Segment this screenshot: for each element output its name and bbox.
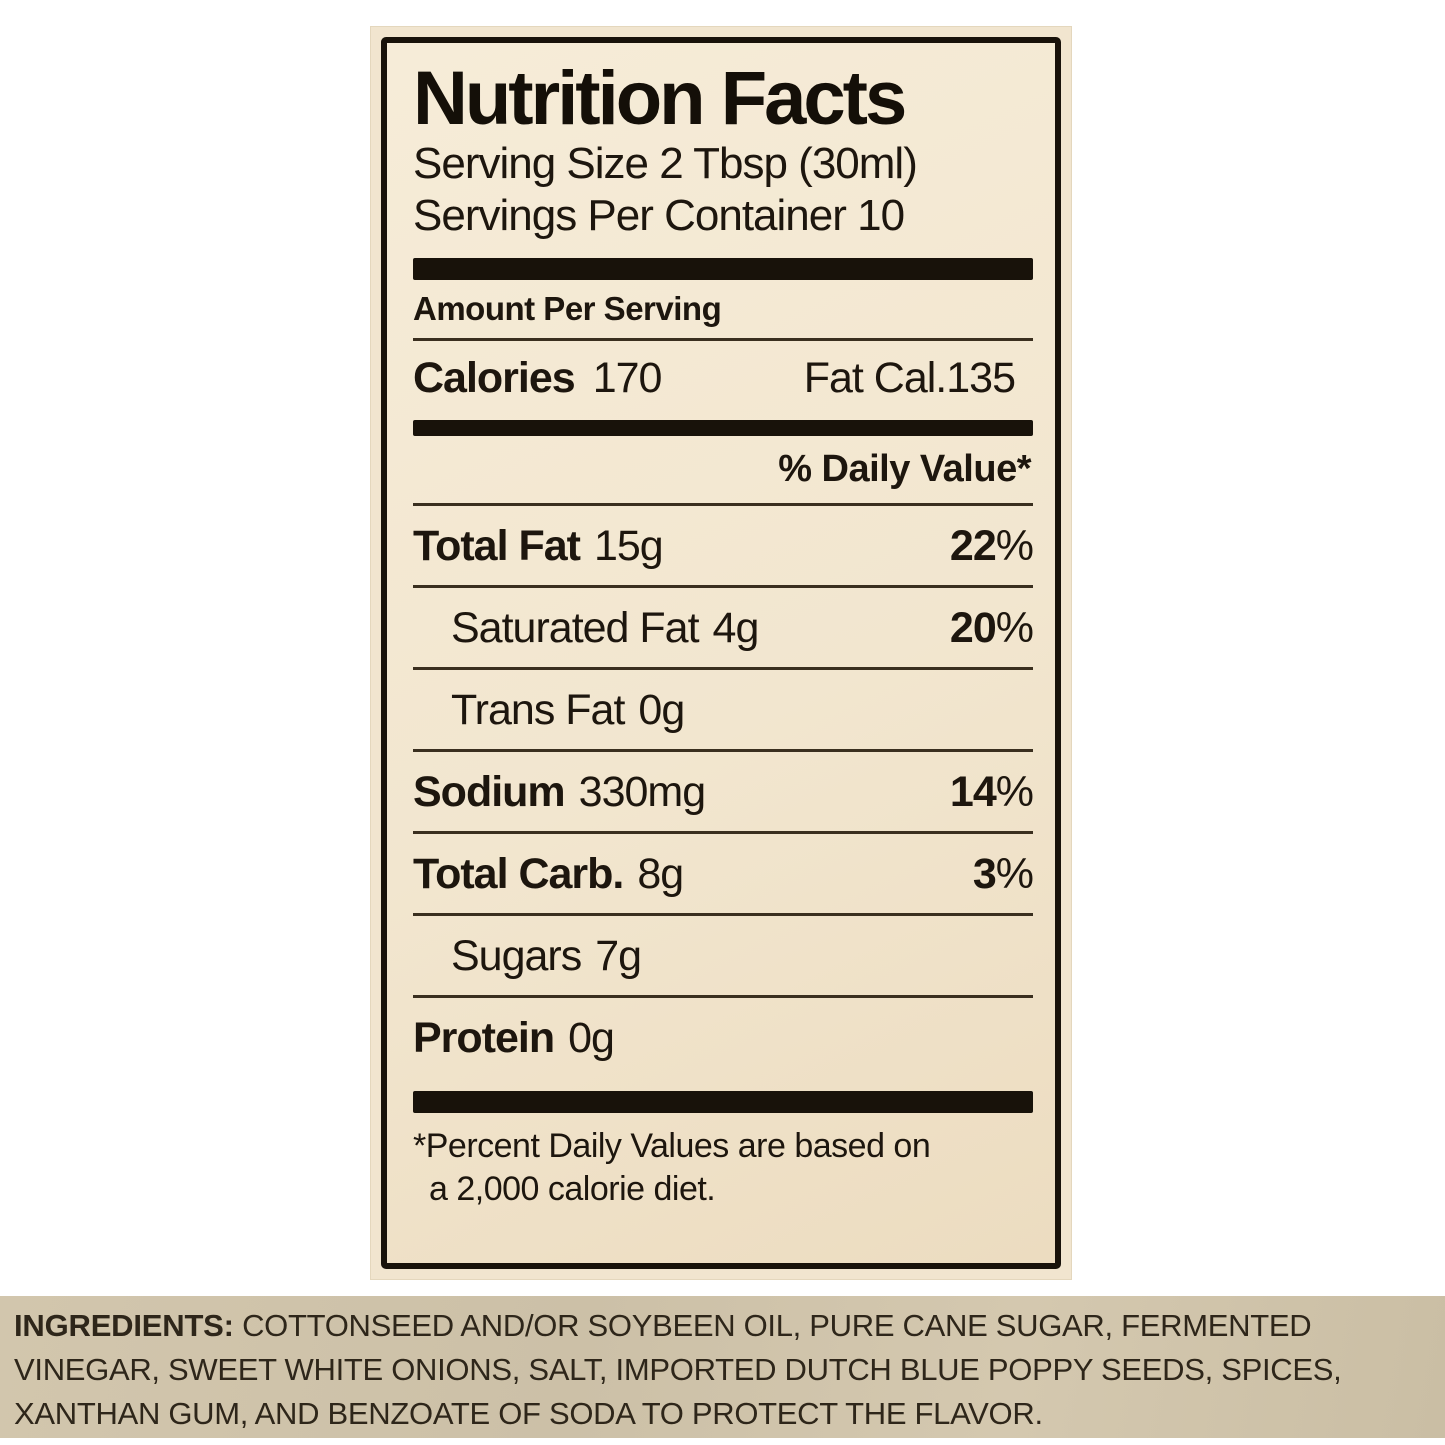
nutrient-name: Trans Fat xyxy=(451,685,625,734)
servings-per-container-line: Servings Per Container 10 xyxy=(413,190,905,240)
nutrient-name: Saturated Fat xyxy=(451,603,700,652)
percent-sign: % xyxy=(995,603,1034,652)
nutrient-row-trans-fat: Trans Fat 0g xyxy=(413,670,1033,749)
percent-sign: % xyxy=(995,767,1034,816)
nutrient-row-sugars: Sugars 7g xyxy=(413,916,1033,995)
thick-divider-bottom xyxy=(413,1090,1033,1113)
daily-value-number: 14 xyxy=(949,767,997,816)
footnote-line-2: a 2,000 calorie diet. xyxy=(429,1169,716,1208)
nutrient-name: Protein xyxy=(413,1013,555,1062)
daily-value: 3% xyxy=(972,849,1034,899)
nutrient-row-sodium: Sodium 330mg 14% xyxy=(413,752,1034,831)
hairline-divider xyxy=(413,502,1033,506)
hairline-divider xyxy=(413,748,1033,752)
percent-sign: % xyxy=(995,849,1034,898)
calories-row: Calories 170 Fat Cal.135 xyxy=(413,341,1033,416)
hairline-divider xyxy=(413,912,1033,916)
ingredients-line-1: INGREDIENTS: COTTONSEED AND/OR SOYBEEN O… xyxy=(14,1304,1445,1348)
nutrient-name: Total Carb. xyxy=(413,849,624,898)
ingredients-line-3: XANTHAN GUM, AND BENZOATE OF SODA TO PRO… xyxy=(14,1396,1043,1431)
daily-value: 20% xyxy=(949,603,1034,653)
nutrient-row-total-carb: Total Carb. 8g 3% xyxy=(413,834,1034,913)
nutrient-amount: 4g xyxy=(712,603,760,652)
amount-per-serving-heading: Amount Per Serving xyxy=(413,289,722,327)
nutrient-amount: 0g xyxy=(638,685,685,734)
ingredients-prefix: INGREDIENTS: xyxy=(14,1308,234,1343)
hairline-divider xyxy=(413,830,1033,834)
nutrient-name: Total Fat xyxy=(413,521,581,570)
nutrient-amount: 8g xyxy=(637,849,684,898)
daily-value-header: % Daily Value* xyxy=(778,447,1031,490)
nutrition-facts-title: Nutrition Facts xyxy=(413,56,907,141)
hairline-divider xyxy=(413,666,1033,670)
nutrition-label: Nutrition Facts Serving Size 2 Tbsp (30m… xyxy=(370,26,1072,1280)
daily-value-footnote: *Percent Daily Values are based on a 2,0… xyxy=(413,1125,1033,1211)
nutrient-amount: 15g xyxy=(593,521,664,570)
nutrient-amount: 0g xyxy=(568,1013,615,1062)
fat-calories-value: Fat Cal.135 xyxy=(803,353,1016,402)
nutrient-row-saturated-fat: Saturated Fat 4g 20% xyxy=(413,588,1034,667)
hairline-divider xyxy=(413,994,1033,998)
thick-divider-top xyxy=(413,257,1033,280)
nutrient-amount: 7g xyxy=(595,931,642,980)
ingredients-strip: INGREDIENTS: COTTONSEED AND/OR SOYBEEN O… xyxy=(0,1296,1445,1438)
serving-size-line: Serving Size 2 Tbsp (30ml) xyxy=(413,139,918,189)
nutrition-label-border-box: Nutrition Facts Serving Size 2 Tbsp (30m… xyxy=(381,37,1061,1269)
daily-value-number: 3 xyxy=(972,849,997,898)
hairline-divider xyxy=(413,337,1033,341)
nutrient-name: Sodium xyxy=(413,767,566,816)
thick-divider-mid xyxy=(413,419,1033,436)
footnote-line-1: *Percent Daily Values are based on xyxy=(413,1126,931,1165)
percent-sign: % xyxy=(995,521,1034,570)
calories-value: 170 xyxy=(592,353,663,402)
nutrient-name: Sugars xyxy=(451,931,582,980)
daily-value: 14% xyxy=(949,767,1034,817)
ingredients-line-2: VINEGAR, SWEET WHITE ONIONS, SALT, IMPOR… xyxy=(14,1352,1342,1387)
nutrient-amount: 330mg xyxy=(578,767,706,816)
nutrient-row-protein: Protein 0g xyxy=(413,998,1033,1077)
ingredients-line-1-text: COTTONSEED AND/OR SOYBEEN OIL, PURE CANE… xyxy=(233,1308,1312,1343)
daily-value-number: 22 xyxy=(949,521,997,570)
daily-value: 22% xyxy=(949,521,1034,571)
calories-label: Calories xyxy=(413,353,576,402)
nutrient-row-total-fat: Total Fat 15g 22% xyxy=(413,506,1034,585)
daily-value-number: 20 xyxy=(949,603,997,652)
calories-left: Calories 170 xyxy=(413,353,663,403)
hairline-divider xyxy=(413,584,1033,588)
